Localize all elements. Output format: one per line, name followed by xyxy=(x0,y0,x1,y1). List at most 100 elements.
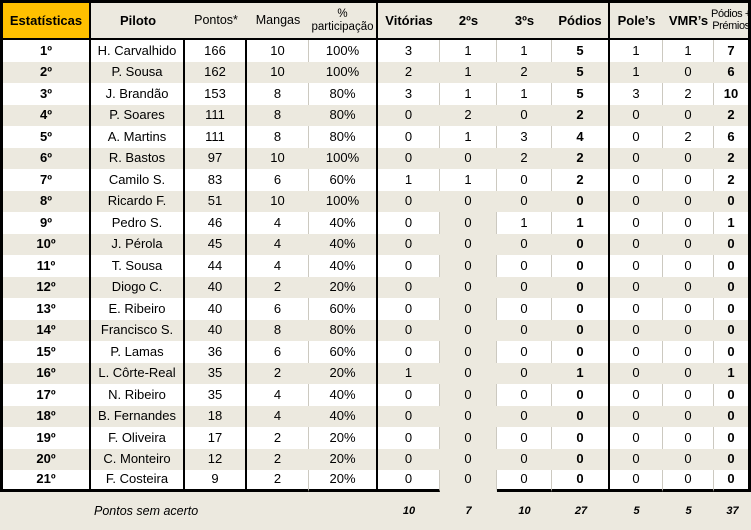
cell-vitorias: 0 xyxy=(404,279,413,295)
cell-podios-premios: 0 xyxy=(727,193,735,209)
cell-position: 3º xyxy=(3,83,91,105)
cell-mangas: 6 xyxy=(247,298,309,320)
cell-terceiros: 1 xyxy=(497,212,552,234)
cell-vmrs: 2 xyxy=(663,126,714,148)
cell-piloto: A. Martins xyxy=(91,126,185,148)
cell-pontos: 35 xyxy=(185,362,247,384)
cell-terceiros: 0 xyxy=(520,451,528,467)
cell-vitorias: 0 xyxy=(378,255,440,277)
table-row: 4º P. Soares 111 8 80% 0 2 0 2 0 0 2 xyxy=(3,104,748,126)
cell-vmrs: 0 xyxy=(684,193,692,209)
cell-podios-premios: 2 xyxy=(727,171,735,187)
cell-vitorias: 0 xyxy=(378,470,440,492)
cell-terceiros: 1 xyxy=(497,83,552,105)
cell-terceiros: 0 xyxy=(497,169,552,191)
table-row: 8º Ricardo F. 51 10 100% 0 0 0 0 0 0 0 xyxy=(3,190,748,212)
cell-poles: 1 xyxy=(610,40,663,62)
header-vmrs: VMR’s xyxy=(663,3,714,40)
cell-poles: 0 xyxy=(632,279,640,295)
cell-pontos: 40 xyxy=(185,298,247,320)
cell-mangas: 8 xyxy=(247,83,309,105)
cell-participacao: 20% xyxy=(309,362,378,384)
cell-piloto: Francisco S. xyxy=(91,319,185,341)
cell-mangas: 8 xyxy=(273,322,282,338)
table-row: 2º P. Sousa 162 10 100% 2 1 2 5 1 0 6 xyxy=(3,61,748,83)
cell-pontos: 18 xyxy=(185,405,247,427)
cell-piloto: R. Bastos xyxy=(91,147,185,169)
cell-piloto: P. Sousa xyxy=(91,61,185,83)
cell-podios: 1 xyxy=(552,212,610,234)
cell-segundos: 0 xyxy=(464,193,472,209)
cell-segundos: 1 xyxy=(464,64,472,80)
cell-participacao: 40% xyxy=(309,212,378,234)
cell-vitorias: 0 xyxy=(378,341,440,363)
table-row: 14º Francisco S. 40 8 80% 0 0 0 0 0 0 0 xyxy=(3,319,748,341)
cell-vmrs: 0 xyxy=(684,107,692,123)
cell-podios-premios: 2 xyxy=(727,107,735,123)
cell-segundos: 0 xyxy=(440,470,497,492)
cell-podios: 4 xyxy=(552,126,610,148)
cell-podios-premios: 6 xyxy=(727,64,735,80)
cell-segundos: 0 xyxy=(440,448,497,470)
cell-poles: 0 xyxy=(632,365,640,381)
cell-participacao: 40% xyxy=(309,233,378,255)
cell-participacao: 100% xyxy=(309,190,378,212)
cell-pontos: 162 xyxy=(185,61,247,83)
cell-mangas: 6 xyxy=(247,169,309,191)
cell-segundos: 1 xyxy=(440,40,497,62)
cell-terceiros: 0 xyxy=(497,427,552,449)
cell-pontos: 166 xyxy=(185,40,247,62)
cell-vmrs: 0 xyxy=(663,255,714,277)
footer-total-poles: 5 xyxy=(633,504,640,517)
cell-segundos: 0 xyxy=(440,384,497,406)
cell-segundos: 0 xyxy=(440,319,497,341)
cell-piloto: L. Côrte-Real xyxy=(91,362,185,384)
cell-piloto: J. Pérola xyxy=(91,233,185,255)
table-footer-row: Pontos sem acerto 10 7 10 27 5 5 37 xyxy=(0,491,751,530)
cell-poles: 0 xyxy=(632,236,640,252)
cell-piloto: Ricardo F. xyxy=(91,190,185,212)
cell-vitorias: 0 xyxy=(378,212,440,234)
cell-pontos: 111 xyxy=(185,104,247,126)
cell-podios-premios: 2 xyxy=(727,150,735,166)
table-row: 7º Camilo S. 83 6 60% 1 1 0 2 0 0 2 xyxy=(3,169,748,191)
cell-terceiros: 2 xyxy=(520,64,528,80)
cell-participacao: 100% xyxy=(309,147,378,169)
cell-position: 13º xyxy=(3,298,91,320)
cell-vitorias: 0 xyxy=(404,408,413,424)
header-participacao-line1: % xyxy=(337,8,348,21)
table-row: 10º J. Pérola 45 4 40% 0 0 0 0 0 0 0 xyxy=(3,233,748,255)
footer-total-vitorias: 10 xyxy=(402,504,416,517)
footer-total-segundos: 7 xyxy=(465,504,472,517)
table-row: 1º H. Carvalhido 166 10 100% 3 1 1 5 1 1 7 xyxy=(3,40,748,62)
cell-participacao: 20% xyxy=(309,427,378,449)
cell-podios-premios: 0 xyxy=(727,451,735,467)
cell-terceiros: 0 xyxy=(520,279,528,295)
cell-mangas: 2 xyxy=(247,470,309,492)
cell-vmrs: 0 xyxy=(663,384,714,406)
cell-podios: 0 xyxy=(552,190,610,212)
cell-poles: 0 xyxy=(610,384,663,406)
table-row: 5º A. Martins 111 8 80% 0 1 3 4 0 2 6 xyxy=(3,126,748,148)
cell-participacao: 80% xyxy=(309,126,378,148)
cell-position: 20º xyxy=(3,448,91,470)
cell-position: 9º xyxy=(3,212,91,234)
cell-poles: 0 xyxy=(610,470,663,492)
cell-podios-premios: 7 xyxy=(727,42,735,58)
cell-vmrs: 0 xyxy=(684,236,692,252)
table-row: 17º N. Ribeiro 35 4 40% 0 0 0 0 0 0 0 xyxy=(3,384,748,406)
header-podios-premios-line1: Pódios + xyxy=(711,7,751,20)
cell-podios: 0 xyxy=(552,319,610,341)
cell-pontos: 46 xyxy=(185,212,247,234)
header-podios: Pódios xyxy=(552,3,610,40)
cell-mangas: 8 xyxy=(273,107,282,123)
cell-poles: 0 xyxy=(610,169,663,191)
cell-position: 6º xyxy=(3,147,91,169)
header-participacao: % participação xyxy=(309,3,378,40)
cell-pontos: 111 xyxy=(185,126,247,148)
table-row: 9º Pedro S. 46 4 40% 0 0 1 1 0 0 1 xyxy=(3,212,748,234)
cell-pontos: 51 xyxy=(185,190,247,212)
cell-position: 11º xyxy=(3,255,91,277)
cell-mangas: 4 xyxy=(273,408,282,424)
